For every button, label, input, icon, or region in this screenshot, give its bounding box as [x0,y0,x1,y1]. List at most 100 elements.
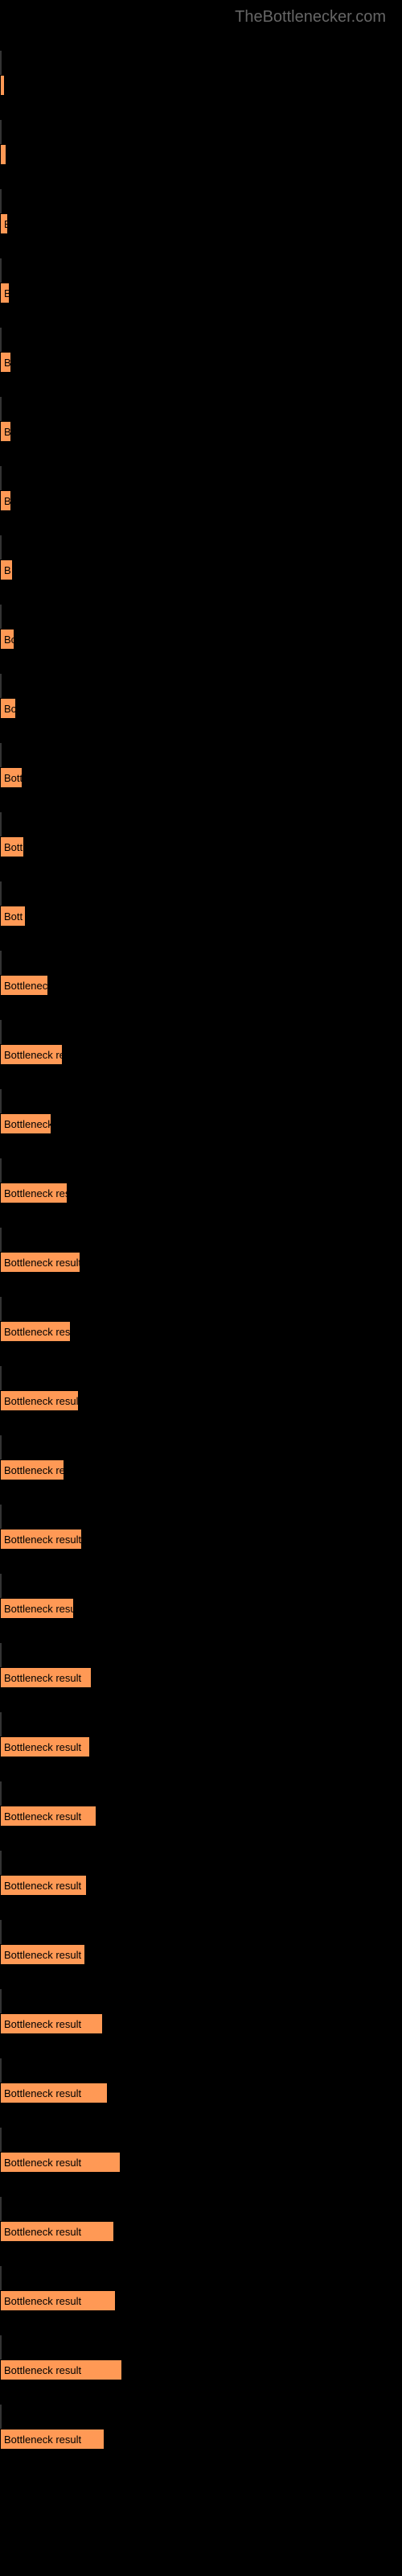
bar-label: Bottleneck res [4,1187,68,1199]
bar-separator [0,1228,2,1252]
bar-row: Bottleneck result [0,2290,402,2311]
bar-row: Bo [0,698,402,719]
bar-row: Bottleneck result [0,1667,402,1688]
bar-label: B [4,218,8,230]
bar-row: Bottleneck [0,975,402,996]
bottleneck-bar [0,144,6,165]
bar-row: Bottleneck result [0,1252,402,1273]
bottleneck-bar: Bottleneck result [0,2221,114,2242]
bar-separator [0,535,2,559]
bar-row: B [0,283,402,303]
bar-separator [0,2197,2,2221]
bar-row: Bott [0,836,402,857]
bar-separator [0,1851,2,1875]
bar-label: Bottleneck result [4,2364,81,2376]
bottleneck-bar: Bottleneck re [0,1044,63,1065]
bar-separator [0,2058,2,2083]
bar-label: Bottleneck result [4,1880,81,1892]
bar-separator [0,1366,2,1390]
bar-row: B [0,213,402,234]
bar-label: Bottleneck result [4,1395,79,1407]
bar-row: Bottleneck resu [0,1598,402,1619]
bar-separator [0,1020,2,1044]
site-title: TheBottlenecker.com [235,8,386,26]
bar-separator [0,189,2,213]
bar-row: Bottleneck result [0,2359,402,2380]
bar-row: Bottleneck result [0,1875,402,1896]
bottleneck-bar: Bott [0,906,26,927]
bar-label: Bottleneck result [4,2018,81,2030]
bar-separator [0,466,2,490]
bottleneck-bar [0,75,5,96]
bar-separator [0,2405,2,2429]
bar-separator [0,1158,2,1183]
bar-row: Bott [0,767,402,788]
bar-row: Bott [0,906,402,927]
bottleneck-bar: Bottleneck result [0,2290,116,2311]
bar-row: Bottleneck result [0,2429,402,2450]
bar-separator [0,1505,2,1529]
bottleneck-bar: Bottleneck res [0,1183,68,1203]
bottleneck-bar: Bottleneck result [0,1529,82,1550]
bar-label: Bottleneck result [4,2434,81,2446]
bar-label: Bottleneck result [4,1741,81,1753]
bar-separator [0,1089,2,1113]
bar-label: Bottleneck res [4,1326,70,1338]
bar-separator [0,743,2,767]
bottleneck-bar: B [0,559,13,580]
bar-separator [0,2335,2,2359]
bar-separator [0,1712,2,1736]
bar-label: Bottleneck result [4,2087,81,2099]
bottleneck-bar: Bottleneck resu [0,1598,74,1619]
bottleneck-bar: Bottleneck res [0,1321,71,1342]
bar-row: Bo [0,629,402,650]
bottleneck-bar: Bott [0,836,24,857]
bar-separator [0,2266,2,2290]
bar-row: Bottleneck result [0,1390,402,1411]
bottleneck-bar: Bottleneck [0,1113,51,1134]
bar-label: B [4,357,11,369]
bottleneck-chart: B B B B B B Bo Bo Bott Bott Bott Bottleneck Bottlene… [0,35,402,2514]
bottleneck-bar: Bottleneck re [0,1459,64,1480]
bar-label: Bottleneck re [4,1464,64,1476]
bar-row: Bottleneck result [0,2152,402,2173]
bar-row: Bottleneck re [0,1459,402,1480]
site-header: TheBottlenecker.com [0,0,402,35]
bottleneck-bar: B [0,421,11,442]
bar-separator [0,1920,2,1944]
bar-label: B [4,426,11,438]
bottleneck-bar: B [0,283,10,303]
bottleneck-bar: B [0,352,11,373]
bar-separator [0,881,2,906]
bar-label: Bottleneck result [4,2295,81,2307]
bar-row: B [0,490,402,511]
bar-label: Bottleneck result [4,1534,81,1546]
bar-row: Bottleneck result [0,2221,402,2242]
bottleneck-bar: Bottleneck result [0,2013,103,2034]
bottleneck-bar: Bottleneck result [0,2083,108,2103]
bar-row: Bottleneck result [0,1806,402,1827]
bottleneck-bar: Bottleneck result [0,1736,90,1757]
bar-separator [0,1297,2,1321]
bar-separator [0,120,2,144]
bar-label: Bottleneck result [4,1949,81,1961]
bottleneck-bar: Bo [0,698,16,719]
bar-row: Bottleneck result [0,1736,402,1757]
bar-label: Bottleneck result [4,1672,81,1684]
bar-separator [0,2128,2,2152]
bottleneck-bar: Bottleneck result [0,1252,80,1273]
bar-separator [0,328,2,352]
bar-row: B [0,559,402,580]
bar-row [0,75,402,96]
bottleneck-bar: Bottleneck result [0,2359,122,2380]
bar-separator [0,1989,2,2013]
bar-row: Bottleneck result [0,2013,402,2034]
bar-label: Bo [4,703,16,715]
bar-label: Bottleneck resu [4,1603,74,1615]
bar-separator [0,951,2,975]
bar-row: Bottleneck res [0,1183,402,1203]
bar-row: Bottleneck result [0,1529,402,1550]
bar-label: B [4,287,10,299]
bottleneck-bar: Bottleneck result [0,1944,85,1965]
bar-separator [0,1781,2,1806]
